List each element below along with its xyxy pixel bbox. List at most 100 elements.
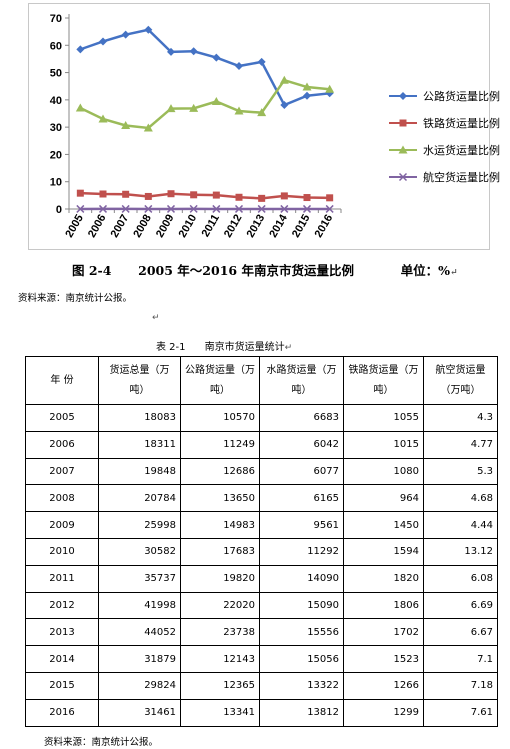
figure-number: 图 2-4 bbox=[72, 263, 112, 278]
x-tick-label: 2010 bbox=[177, 213, 200, 240]
data-point bbox=[189, 204, 198, 213]
table-cell-value: 18311 bbox=[98, 430, 181, 459]
table-cell-year: 2009 bbox=[25, 511, 99, 539]
data-point bbox=[121, 204, 130, 213]
header-air: 航空货运量（万吨） bbox=[423, 356, 498, 405]
data-point bbox=[121, 121, 131, 130]
figure-unit: 单位：% bbox=[400, 263, 451, 278]
y-tick-label: 50 bbox=[50, 68, 62, 80]
table-cell-value: 25998 bbox=[98, 511, 181, 539]
x-tick-label: 2013 bbox=[245, 213, 268, 240]
table-cell-value: 7.1 bbox=[423, 645, 498, 673]
chart-source-note: 资料来源：南京统计公报。 bbox=[18, 293, 133, 304]
data-point bbox=[257, 108, 267, 117]
data-point bbox=[144, 25, 153, 34]
legend-marker-icon bbox=[399, 119, 407, 127]
series-line bbox=[79, 78, 330, 130]
table-cell-value: 4.77 bbox=[423, 430, 498, 459]
data-point bbox=[99, 190, 107, 198]
table-cell-value: 12143 bbox=[180, 645, 260, 673]
figure-caption: 图 2-4 2005 年～2016 年南京市货运量比例 单位：%↵ bbox=[72, 260, 458, 279]
data-point bbox=[144, 204, 153, 213]
data-point bbox=[166, 104, 176, 113]
table-cell-value: 6.08 bbox=[423, 564, 498, 593]
table-cell-year: 2005 bbox=[25, 404, 99, 432]
x-tick-label: 2014 bbox=[267, 212, 290, 240]
data-point bbox=[325, 204, 334, 213]
data-point bbox=[302, 204, 312, 213]
legend-label: 航空货运量比例 bbox=[423, 171, 500, 184]
table-cell-value: 13812 bbox=[259, 698, 344, 727]
table-cell-value: 12686 bbox=[180, 457, 260, 486]
table-cell-value: 1080 bbox=[343, 457, 424, 486]
table-cell-value: 1523 bbox=[343, 645, 424, 673]
data-point bbox=[167, 190, 175, 198]
legend-marker-shape bbox=[398, 172, 408, 182]
table-cell-value: 1820 bbox=[343, 564, 424, 593]
data-point bbox=[257, 57, 266, 66]
table-cell-value: 11292 bbox=[259, 537, 344, 566]
table-cell-value: 6.69 bbox=[423, 591, 498, 620]
legend-marker-icon bbox=[398, 172, 408, 182]
data-point bbox=[76, 189, 84, 197]
table-row: 2005 18083 10570 6683 1055 4.3 bbox=[25, 404, 498, 432]
data-point bbox=[76, 204, 85, 213]
paragraph-mark: ↵ bbox=[450, 268, 458, 278]
table-cell-value: 6042 bbox=[259, 430, 344, 459]
table-cell-year: 2006 bbox=[25, 430, 99, 459]
table-cell-value: 22020 bbox=[180, 591, 260, 620]
header-rail: 铁路货运量（万吨） bbox=[343, 356, 424, 405]
data-point bbox=[144, 192, 152, 200]
data-point bbox=[212, 53, 221, 62]
legend-marker-shape bbox=[399, 119, 407, 127]
table-source-note: 资料来源：南京统计公报。 bbox=[44, 737, 159, 748]
header-year: 年 份 bbox=[25, 356, 99, 405]
table-cell-value: 18083 bbox=[98, 404, 181, 432]
data-point bbox=[302, 82, 312, 91]
legend-label: 水运货运量比例 bbox=[423, 144, 500, 157]
chart-frame: 0 10 20 30 40 50 60 70 2005 2006 2007 2008 2009 2010 2… bbox=[28, 3, 500, 250]
y-tick-label: 60 bbox=[50, 40, 62, 52]
table-cell-year: 2008 bbox=[25, 484, 99, 513]
table-cell-value: 13322 bbox=[259, 671, 344, 700]
x-tick-label: 2008 bbox=[131, 213, 154, 240]
table-cell-value: 13.12 bbox=[423, 537, 498, 566]
data-point bbox=[279, 75, 289, 84]
data-point bbox=[75, 103, 85, 112]
table-cell-value: 31879 bbox=[98, 645, 181, 673]
data-point bbox=[212, 191, 220, 199]
table-cell-year: 2007 bbox=[25, 457, 99, 486]
table-row: 2014 31879 12143 15056 1523 7.1 bbox=[25, 645, 498, 673]
table-cell-year: 2015 bbox=[25, 671, 99, 700]
table-cell-value: 5.3 bbox=[423, 457, 498, 486]
table-cell-value: 1299 bbox=[343, 698, 424, 727]
header-water: 水路货运量（万吨） bbox=[259, 356, 344, 405]
data-point bbox=[211, 96, 221, 105]
x-tick-label: 2012 bbox=[222, 213, 245, 240]
table-cell-value: 15056 bbox=[259, 645, 344, 673]
table-row: 2012 41998 22020 15090 1806 6.69 bbox=[25, 591, 498, 620]
table-cell-value: 4.3 bbox=[423, 404, 498, 432]
data-point bbox=[234, 106, 244, 115]
data-point bbox=[76, 45, 85, 54]
table-cell-value: 1594 bbox=[343, 537, 424, 566]
table-cell-year: 2010 bbox=[25, 537, 99, 566]
data-point bbox=[280, 192, 288, 200]
figure-title: 2005 年～2016 年南京市货运量比例 bbox=[138, 263, 354, 278]
legend-label: 公路货运量比例 bbox=[423, 90, 500, 103]
table-cell-value: 30582 bbox=[98, 537, 181, 566]
data-point bbox=[235, 193, 243, 201]
data-point bbox=[143, 123, 153, 132]
table-cell-year: 2013 bbox=[25, 618, 99, 647]
table-caption-text: 表 2-1 南京市货运量统计 bbox=[156, 342, 285, 353]
table-cell-value: 15556 bbox=[259, 618, 344, 647]
legend-label: 铁路货运量比例 bbox=[423, 117, 500, 130]
freight-statistics-table: 年 份 货运总量（万吨） 公路货运量（万吨） 水路货运量（万吨） 铁路货运量（万… bbox=[25, 356, 498, 727]
data-point bbox=[98, 114, 108, 123]
data-point bbox=[326, 194, 334, 202]
table-cell-year: 2012 bbox=[25, 591, 99, 620]
x-tick-label: 2009 bbox=[154, 213, 177, 240]
table-caption: 表 2-1 南京市货运量统计↵ bbox=[156, 338, 292, 353]
x-tick-label: 2007 bbox=[109, 213, 132, 240]
table-cell-value: 6077 bbox=[259, 457, 344, 486]
